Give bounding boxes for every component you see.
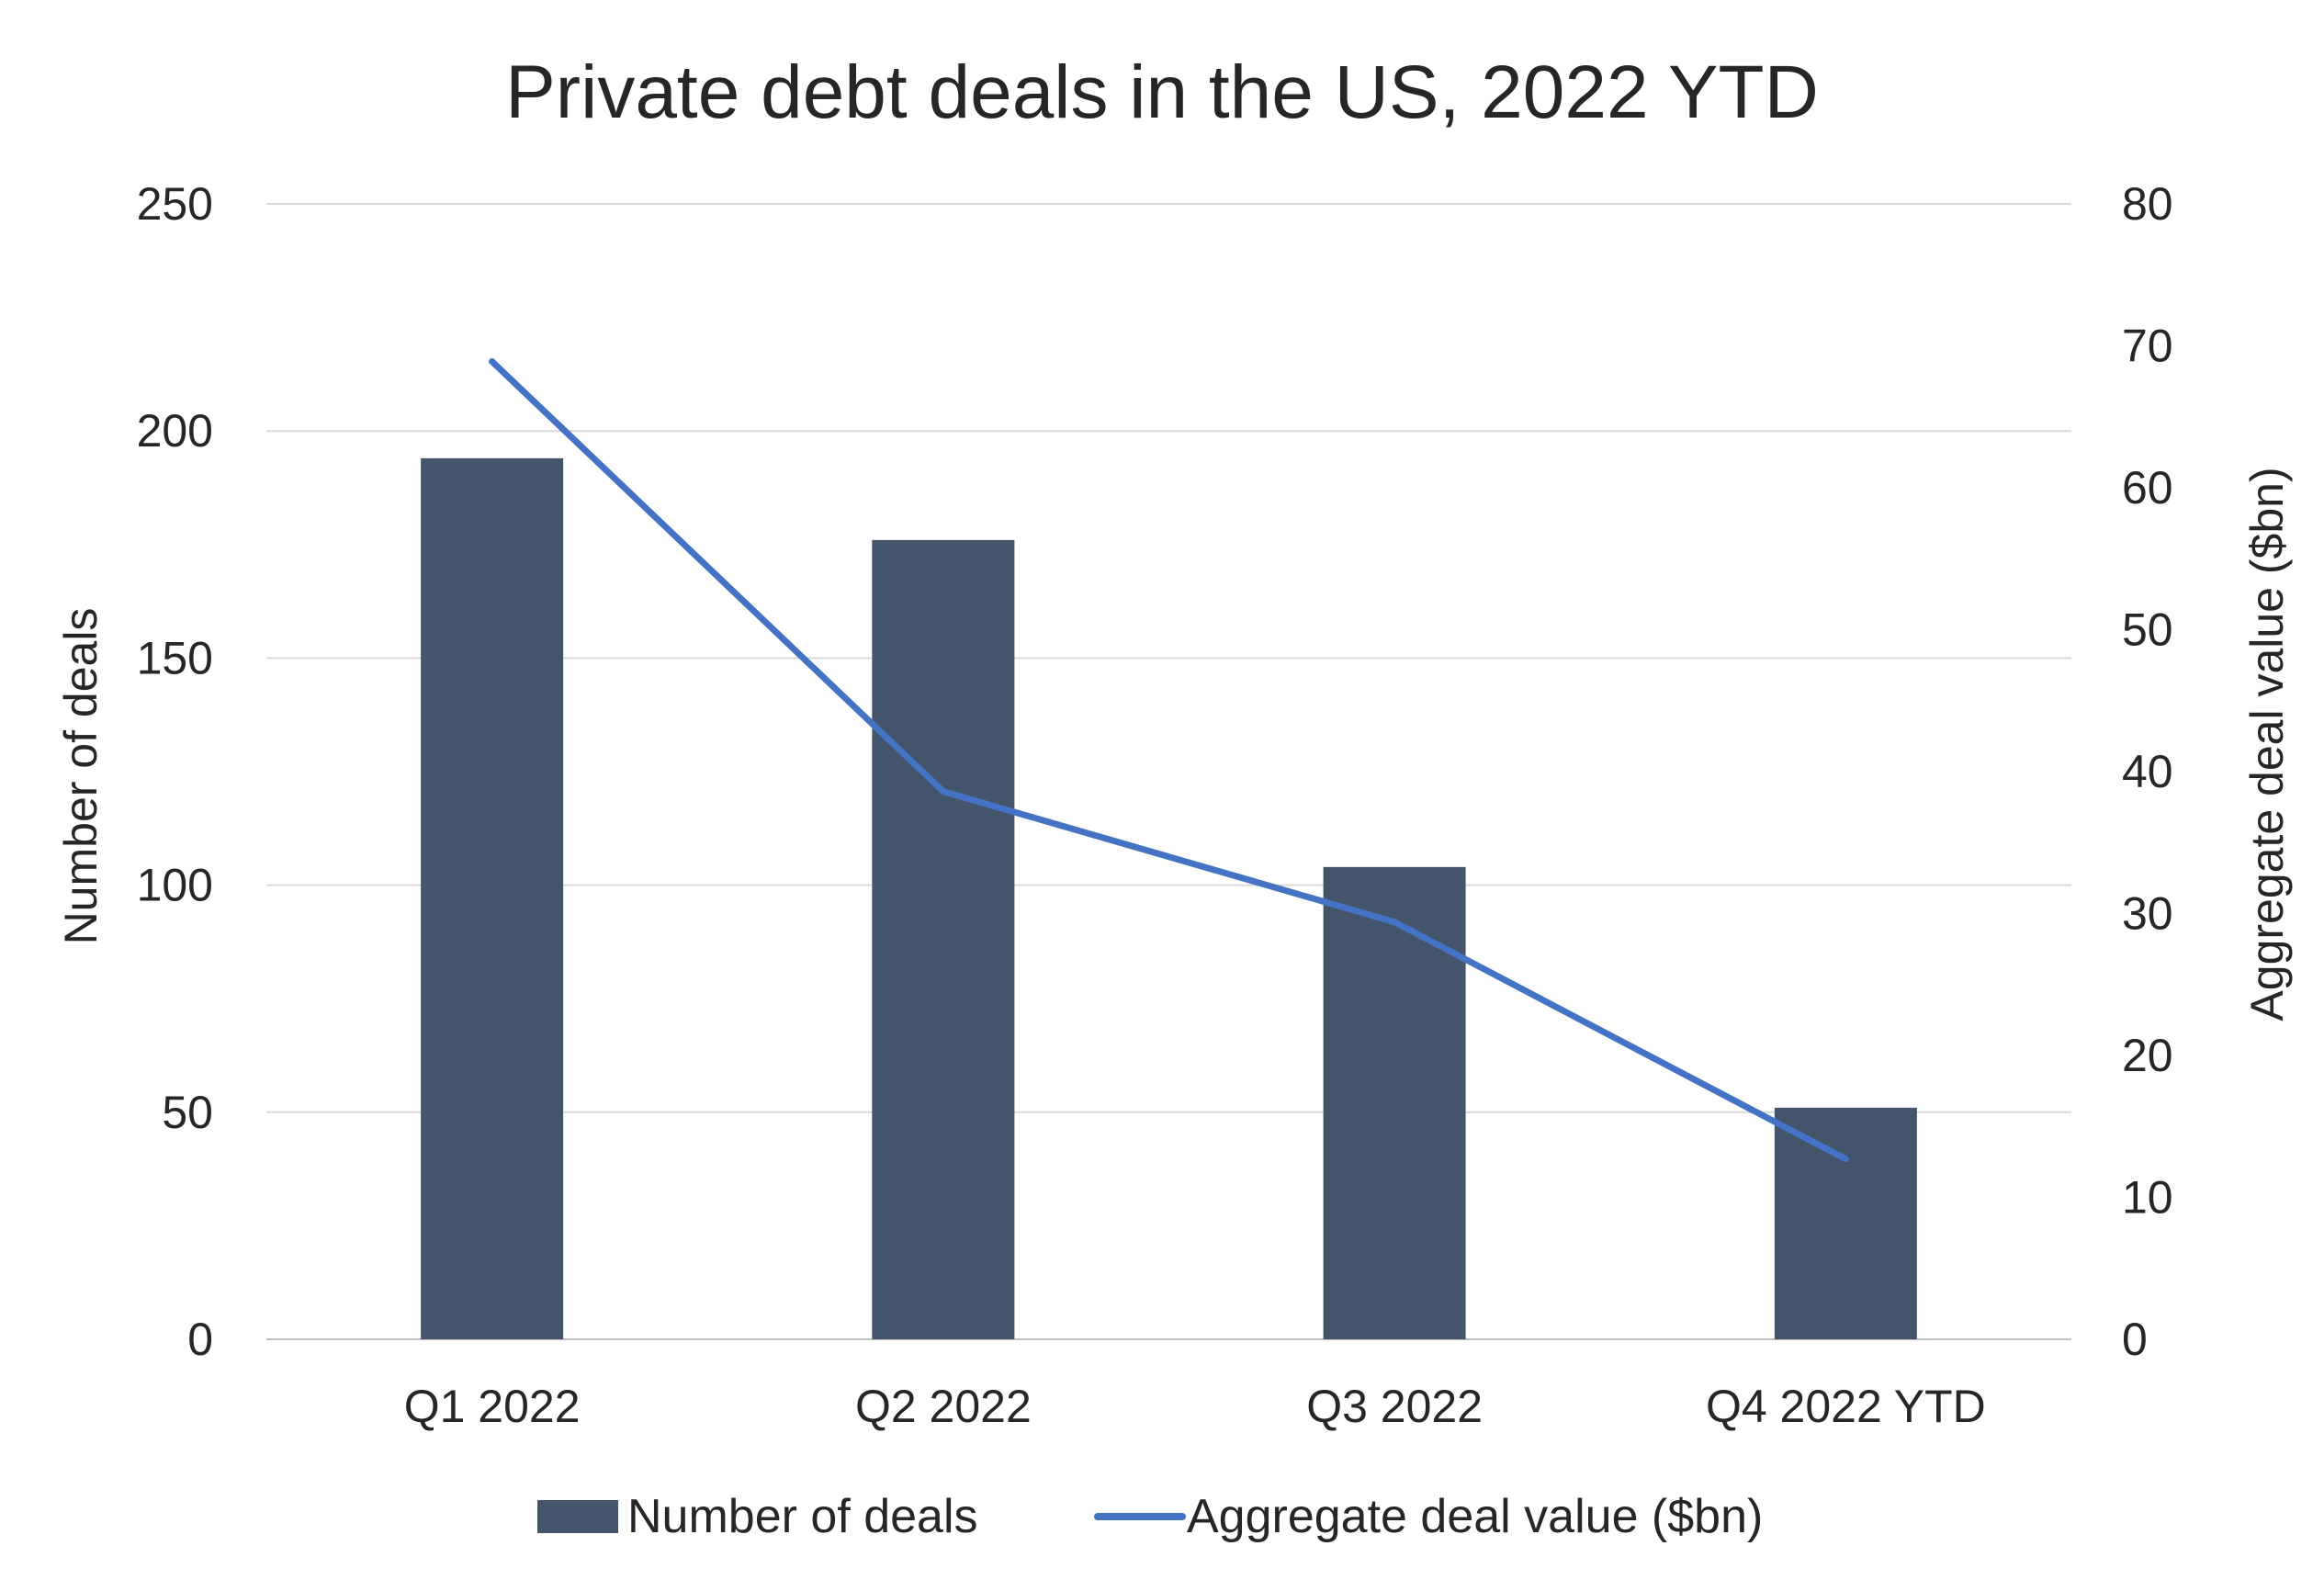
bar [1323,866,1466,1339]
bar-series [421,457,1917,1339]
right-tick-label: 70 [2122,321,2173,372]
bar [1774,1107,1917,1339]
left-tick-label: 200 [137,405,213,457]
right-tick-label: 80 [2122,178,2173,230]
line-point [940,788,947,796]
left-tick-label: 250 [137,178,213,230]
right-tick-label: 20 [2122,1030,2173,1081]
x-tick-label: Q3 2022 [1306,1381,1483,1432]
right-axis-title: Aggregate deal value ($bn) [2241,467,2293,1021]
line-point [1391,919,1398,926]
line-point [1842,1156,1849,1163]
bar [872,539,1015,1339]
x-tick-label: Q1 2022 [404,1381,581,1432]
left-tick-label: 0 [187,1314,213,1365]
legend-label-number-of-deals: Number of deals [627,1490,978,1543]
left-tick-label: 150 [137,632,213,683]
x-tick-label: Q4 2022 YTD [1706,1381,1986,1432]
right-tick-label: 10 [2122,1172,2173,1224]
left-tick-label: 50 [162,1087,213,1138]
right-axis: 0 10 20 30 40 50 60 70 80 [2122,178,2173,1365]
right-tick-label: 60 [2122,462,2173,513]
x-tick-label: Q2 2022 [855,1381,1032,1432]
bar [421,457,564,1339]
chart-title: Private debt deals in the US, 2022 YTD [505,51,1819,134]
left-tick-label: 100 [137,860,213,911]
legend: Number of deals Aggregate deal value ($b… [537,1490,1763,1543]
left-axis-title: Number of deals [55,608,107,945]
right-tick-label: 0 [2122,1314,2148,1365]
series-line [489,357,1849,1163]
right-tick-label: 40 [2122,746,2173,797]
legend-label-aggregate-deal-value: Aggregate deal value ($bn) [1187,1490,1763,1543]
line-point [489,357,496,365]
legend-swatch-bar [537,1500,618,1533]
right-tick-label: 30 [2122,888,2173,940]
left-axis: 0 50 100 150 200 250 [137,178,213,1365]
line-series [489,357,1849,1163]
x-axis: Q1 2022 Q2 2022 Q3 2022 Q4 2022 YTD [404,1381,1986,1432]
right-tick-label: 50 [2122,604,2173,656]
